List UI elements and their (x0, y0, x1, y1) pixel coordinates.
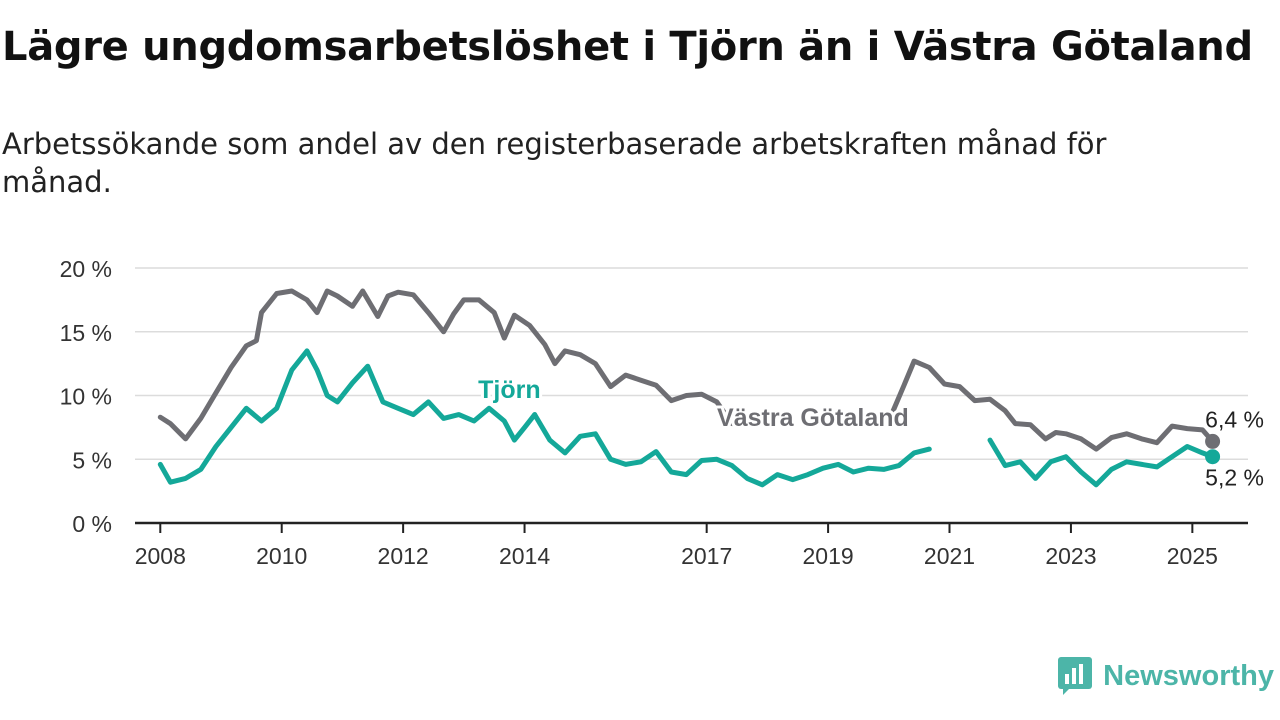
x-tick-label: 2017 (681, 543, 732, 569)
x-axis: 2008 2010 2012 2014 2017 2019 2021 2023 2025 (135, 521, 1248, 569)
series-label-v-stra-g-taland: Västra Götaland (717, 404, 909, 432)
newsworthy-icon (1058, 657, 1093, 695)
y-tick-label: 15 % (60, 320, 112, 346)
x-tick-label: 2021 (924, 543, 975, 569)
y-tick-label: 5 % (72, 447, 112, 473)
x-tick-label: 2019 (803, 543, 854, 569)
series-line-tj-rn (532, 412, 932, 488)
x-tick-label: 2008 (135, 543, 186, 569)
y-axis: 0 % 5 % 10 % 15 % 20 % (60, 256, 112, 537)
y-tick-label: 20 % (60, 256, 112, 282)
series-labels: 6,4 % 5,2 % Tjörn Västra Götaland (475, 373, 1264, 491)
end-label-v-stra-g-taland: 6,4 % (1205, 406, 1264, 432)
x-tick-label: 2023 (1045, 543, 1096, 569)
series-line-v-stra-g-taland (157, 288, 735, 442)
y-tick-label: 0 % (72, 511, 112, 537)
series-line-v-stra-g-taland (886, 358, 1216, 452)
end-point-tj-rn (1205, 449, 1221, 465)
series-lines (157, 288, 1221, 488)
x-tick-label: 2012 (378, 543, 429, 569)
brand-name: Newsworthy (1103, 659, 1274, 692)
x-tick-label: 2010 (256, 543, 307, 569)
end-label-tj-rn: 5,2 % (1205, 465, 1264, 491)
page-title: Lägre ungdomsarbetslöshet i Tjörn än i V… (2, 24, 1253, 70)
series-line-tj-rn (987, 437, 1216, 488)
x-tick-label: 2014 (499, 543, 550, 569)
chart-subtitle: Arbetssökande som andel av den registerb… (2, 127, 1107, 199)
line-chart: 0 %5 %10 %15 %20 % 2008 2010 2012 2014 2017 2… (60, 256, 1264, 569)
series-label-tj-rn: Tjörn (478, 376, 541, 404)
y-tick-label: 10 % (60, 384, 112, 410)
x-tick-label: 2025 (1167, 543, 1218, 569)
end-point-v-stra-g-taland (1205, 433, 1221, 449)
series-line-tj-rn (157, 348, 538, 485)
newsworthy-logo: Newsworthy (1057, 656, 1274, 696)
